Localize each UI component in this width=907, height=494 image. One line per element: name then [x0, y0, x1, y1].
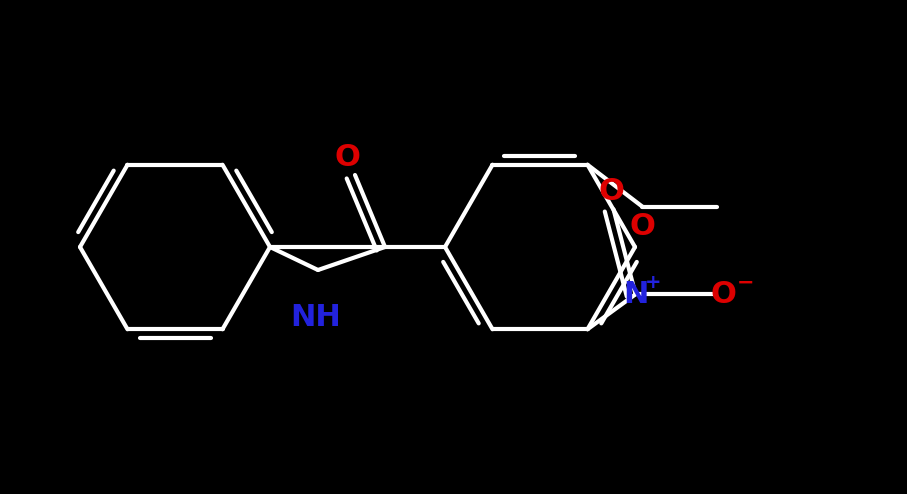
- Text: O: O: [629, 212, 656, 241]
- Text: N: N: [623, 280, 649, 309]
- Text: O: O: [710, 280, 736, 309]
- Text: −: −: [736, 272, 755, 292]
- Text: +: +: [645, 273, 662, 292]
- Text: O: O: [334, 142, 360, 171]
- Text: NH: NH: [290, 303, 341, 332]
- Text: O: O: [599, 177, 624, 206]
